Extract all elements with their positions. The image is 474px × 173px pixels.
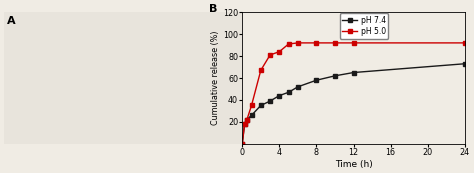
pH 5.0 [258, 69, 264, 71]
pH 7.4 [244, 119, 250, 121]
pH 5.0 [242, 123, 247, 125]
pH 7.4 [351, 71, 356, 74]
pH 5.0 [244, 119, 250, 121]
pH 7.4 [332, 75, 338, 77]
pH 7.4 [276, 95, 282, 97]
pH 7.4 [239, 143, 245, 145]
pH 7.4 [286, 91, 292, 93]
pH 5.0 [286, 43, 292, 45]
Legend: pH 7.4, pH 5.0: pH 7.4, pH 5.0 [339, 13, 388, 39]
pH 7.4 [242, 123, 247, 125]
pH 5.0 [351, 42, 356, 44]
pH 7.4 [258, 104, 264, 107]
pH 5.0 [267, 54, 273, 56]
X-axis label: Time (h): Time (h) [335, 160, 373, 169]
Line: pH 5.0: pH 5.0 [240, 41, 467, 146]
pH 5.0 [314, 42, 319, 44]
pH 5.0 [239, 143, 245, 145]
pH 7.4 [249, 114, 255, 116]
pH 7.4 [314, 79, 319, 81]
pH 7.4 [462, 63, 468, 65]
Text: B: B [209, 4, 217, 14]
Text: A: A [7, 16, 15, 26]
pH 5.0 [332, 42, 338, 44]
pH 5.0 [249, 104, 255, 107]
Line: pH 7.4: pH 7.4 [240, 62, 467, 146]
pH 7.4 [295, 86, 301, 88]
Y-axis label: Cumulative release (%): Cumulative release (%) [211, 31, 220, 125]
pH 7.4 [267, 100, 273, 102]
pH 5.0 [462, 42, 468, 44]
pH 5.0 [276, 51, 282, 53]
pH 5.0 [295, 42, 301, 44]
